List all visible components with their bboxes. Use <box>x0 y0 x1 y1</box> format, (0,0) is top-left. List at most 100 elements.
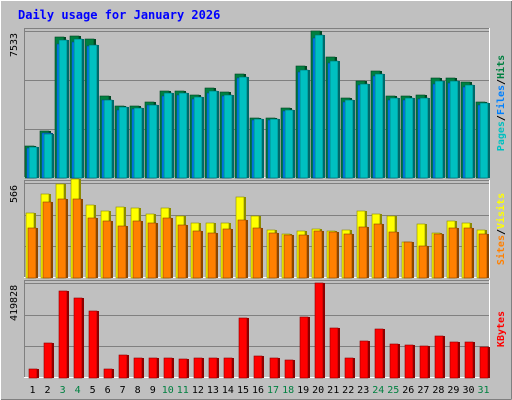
bar-pages <box>389 97 399 179</box>
day-label: 27 <box>417 385 429 396</box>
legend-top: Pages/Files/Hits <box>495 55 507 151</box>
day-label: 14 <box>222 385 234 396</box>
bar-kbytes <box>253 355 263 379</box>
bar-kbytes <box>133 357 143 379</box>
bar-sites <box>418 245 428 279</box>
bar-sites <box>403 241 413 279</box>
bar-kbytes <box>58 290 68 379</box>
bar-pages <box>344 99 354 179</box>
bar-kbytes <box>269 357 279 379</box>
bar-pages <box>238 76 248 179</box>
day-label: 21 <box>327 385 339 396</box>
bar-pages <box>269 118 279 179</box>
bar-sites <box>117 225 127 279</box>
day-label: 16 <box>252 385 264 396</box>
day-label: 15 <box>237 385 249 396</box>
bar-sites <box>343 233 353 279</box>
max-label-bottom: 419828 <box>9 285 20 321</box>
bar-pages <box>404 97 414 179</box>
legend-item-visits: Visits <box>495 193 507 229</box>
bar-pages <box>299 69 309 179</box>
bar-kbytes <box>464 341 474 379</box>
bar-pages <box>314 34 324 179</box>
bar-pages <box>133 107 143 179</box>
bar-sites <box>433 233 443 279</box>
max-label-middle: 566 <box>9 185 20 203</box>
bar-kbytes <box>43 342 53 379</box>
bar-pages <box>464 84 474 179</box>
legend-separator: / <box>496 229 507 235</box>
day-label: 12 <box>192 385 204 396</box>
bar-sites <box>192 230 202 279</box>
bar-kbytes <box>88 310 98 379</box>
bar-pages <box>374 73 384 179</box>
day-labels: 1 2 3 4 5 6 7 8 9 10 11 12 13 14 15 16 17 18 19 20 21 22 23 24 2… <box>29 385 489 396</box>
day-label: 10 <box>162 385 174 396</box>
bar-kbytes <box>359 340 369 379</box>
bar-pages <box>449 80 459 179</box>
day-label: 19 <box>297 385 309 396</box>
bar-kbytes <box>344 357 354 379</box>
day-label: 9 <box>150 385 156 396</box>
chart-title: Daily usage for January 2026 <box>18 8 220 22</box>
legend-item-pages: Pages <box>496 121 507 151</box>
bar-sites <box>328 231 338 279</box>
legend-separator: / <box>496 79 507 85</box>
day-label: 7 <box>120 385 126 396</box>
bar-kbytes <box>389 343 399 379</box>
bar-kbytes <box>374 328 384 379</box>
bar-pages <box>284 109 294 179</box>
day-label: 25 <box>387 385 399 396</box>
bar-sites <box>478 233 488 279</box>
bar-pages <box>208 90 218 179</box>
bar-pages <box>88 44 98 179</box>
bar-kbytes <box>73 297 83 379</box>
day-label: 11 <box>177 385 189 396</box>
bar-sites <box>298 234 308 279</box>
day-label: 18 <box>282 385 294 396</box>
bar-sites <box>463 227 473 279</box>
bar-sites <box>313 230 323 279</box>
bar-pages <box>193 96 203 179</box>
bar-kbytes <box>284 359 294 379</box>
bar-pages <box>103 99 113 179</box>
day-label: 30 <box>462 385 474 396</box>
day-label: 22 <box>342 385 354 396</box>
bar-sites <box>162 217 172 279</box>
bar-pages <box>118 106 128 179</box>
panel-top: 7533 Pages/Files/Hits <box>9 28 507 179</box>
bar-sites <box>147 222 157 279</box>
bar-sites <box>72 198 82 279</box>
bar-sites <box>448 227 458 279</box>
bar-sites <box>222 228 232 279</box>
bar-kbytes <box>299 316 309 379</box>
bar-kbytes <box>148 357 158 379</box>
bar-pages <box>419 97 429 179</box>
bar-sites <box>237 219 247 279</box>
bar-kbytes <box>329 327 339 379</box>
bar-pages <box>148 104 158 179</box>
panel-bottom: 419828 KBytes <box>9 280 507 379</box>
legend-item-kbytes: KBytes <box>496 311 507 347</box>
legend-item-sites: Sites <box>495 235 507 265</box>
day-label: 28 <box>432 385 444 396</box>
bar-sites <box>268 232 278 279</box>
day-label: 24 <box>372 385 384 396</box>
legend-separator: / <box>496 115 507 121</box>
bar-sites <box>388 231 398 279</box>
max-label-top: 7533 <box>9 33 20 57</box>
bar-kbytes <box>208 357 218 379</box>
bar-kbytes <box>238 317 248 379</box>
legend-bottom: KBytes <box>496 311 507 347</box>
bar-sites <box>42 201 52 279</box>
bar-pages <box>58 39 68 179</box>
bar-sites <box>27 227 37 279</box>
bar-kbytes <box>193 357 203 379</box>
bar-kbytes <box>163 357 173 379</box>
day-label: 3 <box>60 385 66 396</box>
day-label: 1 <box>29 385 35 396</box>
day-label: 17 <box>267 385 279 396</box>
bar-pages <box>253 118 263 179</box>
